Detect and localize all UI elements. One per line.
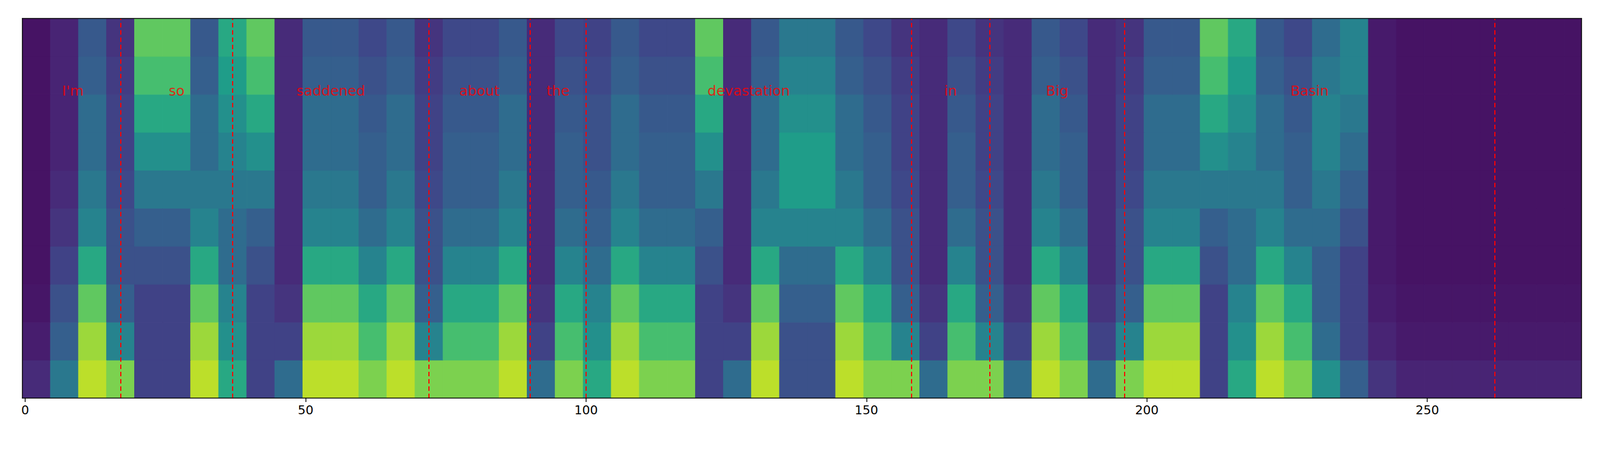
svg-text:saddened: saddened	[296, 82, 366, 99]
svg-text:250: 250	[1415, 403, 1439, 418]
svg-text:so: so	[168, 82, 185, 99]
svg-text:devastation: devastation	[707, 82, 790, 99]
svg-text:the: the	[546, 82, 570, 99]
svg-text:100: 100	[574, 403, 598, 418]
svg-text:0: 0	[21, 403, 30, 418]
svg-text:150: 150	[854, 403, 879, 418]
svg-text:Basin: Basin	[1290, 82, 1329, 99]
svg-text:50: 50	[297, 403, 314, 418]
svg-text:about: about	[459, 82, 500, 99]
svg-text:Big: Big	[1045, 82, 1069, 99]
svg-text:200: 200	[1135, 403, 1159, 418]
svg-text:in: in	[944, 82, 957, 99]
svg-text:I'm: I'm	[62, 82, 84, 99]
